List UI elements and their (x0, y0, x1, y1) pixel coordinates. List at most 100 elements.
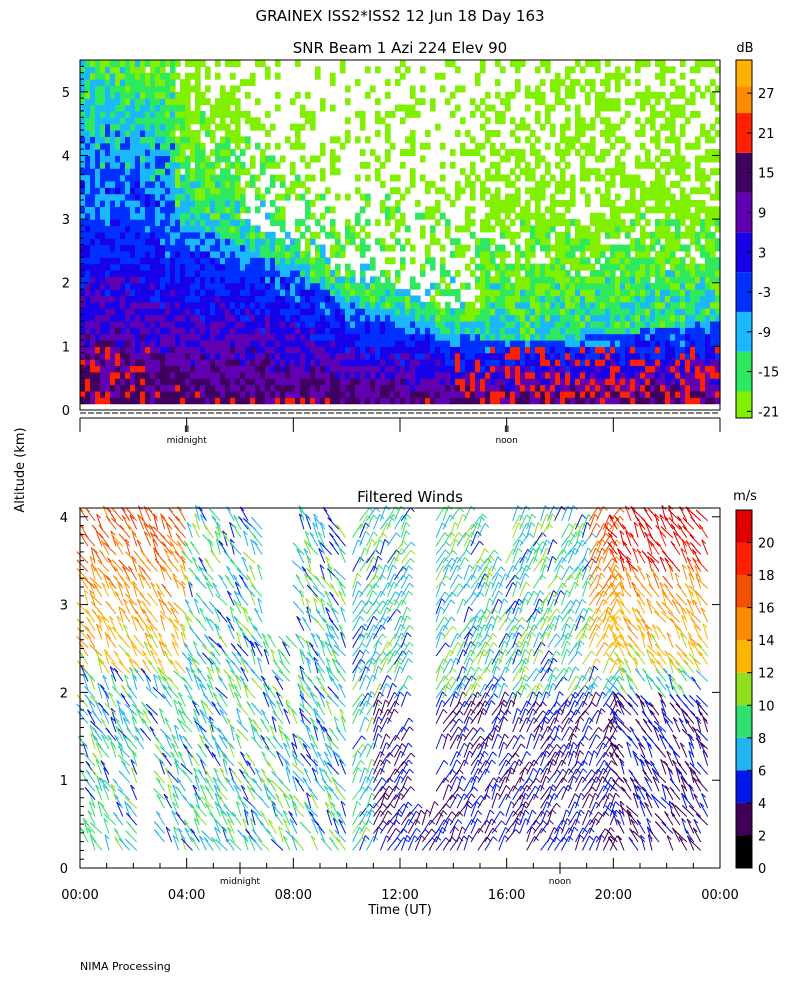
snr-cell (200, 270, 206, 277)
snr-cell (550, 213, 556, 220)
snr-cell (240, 149, 246, 156)
snr-cell (190, 225, 196, 232)
snr-cell (495, 385, 501, 392)
snr-cell (680, 92, 686, 99)
snr-cell (270, 289, 276, 296)
snr-cell (200, 200, 206, 207)
snr-cell (260, 124, 266, 131)
snr-cell (550, 385, 556, 392)
snr-cell (170, 181, 176, 188)
snr-cell (380, 385, 386, 392)
snr-cell (400, 359, 406, 366)
snr-cell (145, 85, 151, 92)
snr-cell (190, 365, 196, 372)
snr-cell (170, 66, 176, 73)
snr-cell (230, 206, 236, 213)
snr-cell (115, 213, 121, 220)
snr-cell (385, 270, 391, 277)
snr-cell (650, 92, 656, 99)
snr-cell (235, 308, 241, 315)
snr-cell (245, 276, 251, 283)
snr-cell (395, 302, 401, 309)
snr-cell (130, 346, 136, 353)
snr-cell (115, 340, 121, 347)
snr-cell (230, 98, 236, 105)
snr-cell (240, 391, 246, 398)
snr-cell (175, 321, 181, 328)
snr-cell (185, 79, 191, 86)
snr-cell (685, 340, 691, 347)
snr-cell (315, 315, 321, 322)
snr-cell (640, 289, 646, 296)
snr-cell (620, 73, 626, 80)
snr-cell (600, 302, 606, 309)
snr-cell (90, 92, 96, 99)
snr-cell (145, 340, 151, 347)
snr-cell (575, 334, 581, 341)
snr-cell (160, 143, 166, 150)
snr-cell (180, 213, 186, 220)
snr-cell (525, 92, 531, 99)
snr-cell (680, 340, 686, 347)
snr-cell (610, 397, 616, 404)
snr-cell (155, 283, 161, 290)
snr-cell (140, 238, 146, 245)
snr-cell (110, 238, 116, 245)
snr-cell (525, 245, 531, 252)
snr-cell (120, 238, 126, 245)
snr-cell (95, 73, 101, 80)
snr-cell (555, 359, 561, 366)
snr-cell (155, 105, 161, 112)
snr-cell (430, 232, 436, 239)
snr-cell (540, 353, 546, 360)
snr-cell (320, 283, 326, 290)
snr-cell (445, 219, 451, 226)
snr-cell (625, 98, 631, 105)
snr-cell (690, 302, 696, 309)
snr-cell (585, 391, 591, 398)
snr-cell (480, 289, 486, 296)
snr-cell (385, 206, 391, 213)
snr-cell (470, 372, 476, 379)
snr-cell (90, 321, 96, 328)
snr-cell (135, 181, 141, 188)
snr-cell (180, 385, 186, 392)
snr-cell (595, 105, 601, 112)
snr-cell (400, 73, 406, 80)
snr-cell (560, 340, 566, 347)
snr-cell (555, 340, 561, 347)
snr-cell (705, 270, 711, 277)
snr-cell (135, 206, 141, 213)
snr-cell (515, 162, 521, 169)
snr-cell (185, 353, 191, 360)
snr-cell (165, 289, 171, 296)
snr-cell (85, 385, 91, 392)
snr-cell (225, 327, 231, 334)
snr-cell (235, 124, 241, 131)
snr-cell (590, 238, 596, 245)
snr-cell (620, 264, 626, 271)
snr-cell (495, 219, 501, 226)
snr-cell (165, 264, 171, 271)
snr-cell (480, 295, 486, 302)
snr-cell (305, 111, 311, 118)
snr-cell (85, 270, 91, 277)
snr-cell (490, 315, 496, 322)
snr-cell (95, 372, 101, 379)
snr-cell (530, 308, 536, 315)
snr-cell (435, 73, 441, 80)
snr-cell (510, 264, 516, 271)
snr-cell (390, 187, 396, 194)
snr-cell (365, 92, 371, 99)
snr-cell (245, 79, 251, 86)
snr-cell (140, 353, 146, 360)
snr-cell (245, 397, 251, 404)
snr-cell (485, 372, 491, 379)
snr-cell (120, 73, 126, 80)
snr-cell (590, 327, 596, 334)
snr-cell (145, 308, 151, 315)
snr-cell (195, 149, 201, 156)
snr-cell (175, 245, 181, 252)
snr-cell (495, 334, 501, 341)
snr-cell (405, 321, 411, 328)
